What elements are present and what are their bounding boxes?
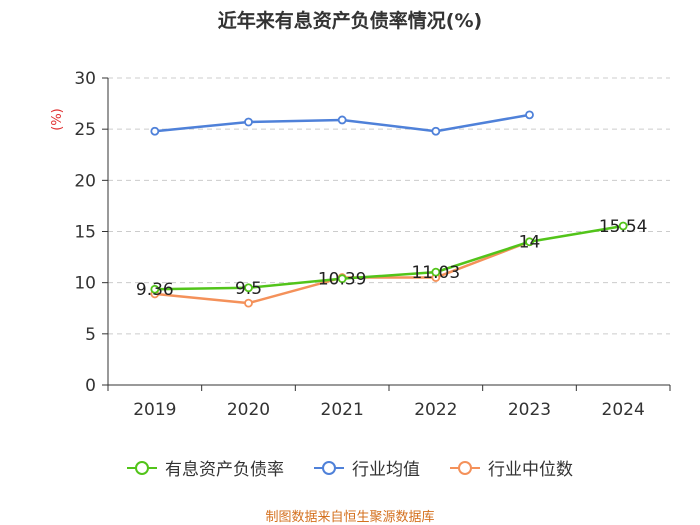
data-source-note: 制图数据来自恒生聚源数据库	[265, 510, 435, 525]
data-label: 11.03	[411, 263, 460, 283]
data-label: 10.39	[318, 270, 367, 290]
data-point-series-2	[244, 298, 253, 308]
y-tick-label: 20	[74, 171, 96, 191]
series-line-0	[154, 224, 624, 291]
data-point-series-0	[244, 283, 253, 293]
legend-item-industry-mean[interactable]: 行业均值	[314, 455, 420, 480]
data-point-series-0	[525, 237, 534, 247]
data-label: 9.36	[136, 280, 174, 300]
chart-legend: 有息资产负债率 行业均值 行业中位数	[0, 455, 700, 480]
data-point-series-1	[525, 110, 534, 120]
x-tick-label: 2023	[508, 400, 551, 420]
y-tick-label: 10	[74, 274, 96, 294]
legend-item-industry-median[interactable]: 行业中位数	[450, 455, 573, 480]
data-point-series-1	[150, 126, 160, 136]
y-tick-label: 5	[85, 325, 96, 345]
y-tick-label: 30	[74, 69, 96, 89]
x-tick-label: 2024	[602, 400, 645, 420]
data-label: 14	[519, 233, 541, 253]
legend-item-debt-ratio[interactable]: 有息资产负债率	[127, 455, 284, 480]
data-point-series-0	[431, 267, 441, 277]
legend-marker-industry-median	[450, 460, 480, 476]
x-tick-label: 2022	[414, 400, 457, 420]
data-point-series-1	[431, 126, 441, 136]
legend-marker-debt-ratio	[127, 460, 157, 476]
data-point-series-1	[244, 117, 253, 127]
legend-label-industry-median: 行业中位数	[488, 460, 573, 480]
legend-label-industry-mean: 行业均值	[352, 460, 420, 480]
data-point-series-1	[337, 115, 347, 125]
data-point-series-0	[150, 284, 160, 294]
x-tick-label: 2019	[133, 400, 176, 420]
x-tick-label: 2020	[227, 400, 270, 420]
legend-circle	[135, 460, 149, 475]
y-tick-label: 15	[74, 223, 96, 243]
data-label: 9.5	[235, 279, 262, 299]
data-label: 15.54	[599, 217, 648, 237]
y-tick-label: 0	[85, 376, 96, 396]
chart-title: 近年来有息资产负债率情况(%)	[217, 10, 483, 32]
legend-label-debt-ratio: 有息资产负债率	[165, 460, 284, 480]
y-tick-label: 25	[74, 120, 96, 140]
data-point-series-0	[618, 221, 628, 231]
legend-marker-industry-mean	[314, 460, 344, 476]
data-point-series-0	[337, 274, 347, 284]
x-tick-label: 2021	[321, 400, 364, 420]
legend-circle	[322, 460, 336, 475]
legend-circle	[458, 460, 472, 475]
